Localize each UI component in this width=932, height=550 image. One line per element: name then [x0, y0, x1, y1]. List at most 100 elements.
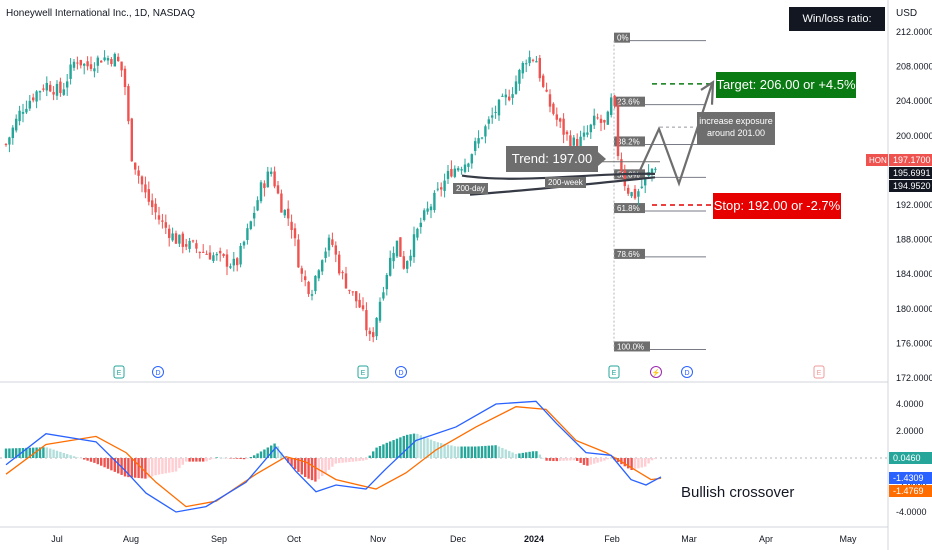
candle-body — [290, 221, 293, 231]
candle-body — [545, 89, 548, 92]
macd-histogram-bar — [259, 451, 263, 458]
candle-body — [293, 228, 297, 239]
macd-tag-value: -1.4309 — [893, 473, 924, 483]
trend-label: Trend: 197.00 — [506, 146, 598, 172]
macd-histogram-bar — [297, 458, 300, 472]
candle-body — [55, 83, 59, 96]
candle-body — [637, 191, 640, 197]
candle-body — [446, 170, 450, 179]
candle-body — [334, 245, 337, 255]
macd-histogram-bar — [21, 447, 25, 458]
candle-body — [542, 75, 545, 87]
candle-body — [310, 294, 314, 296]
candle-body — [395, 240, 399, 257]
candle-body — [171, 233, 174, 241]
macd-histogram-bar — [586, 458, 589, 466]
candle-body — [514, 81, 518, 94]
candle-body — [270, 171, 273, 174]
macd-tick-label: 2.0000 — [896, 426, 924, 436]
macd-histogram-bar — [531, 451, 535, 458]
macd-histogram-bar — [229, 458, 232, 459]
candle-body — [576, 138, 579, 149]
candle-body — [157, 215, 161, 220]
candle-body — [21, 112, 25, 114]
stop-label: Stop: 192.00 or -2.7% — [713, 193, 841, 219]
candle-body — [365, 310, 368, 331]
fib-label: 23.6% — [617, 98, 640, 107]
candle-body — [276, 185, 280, 194]
earnings-marker-box — [813, 365, 825, 379]
target-label: Target: 206.00 or +4.5% — [716, 72, 856, 98]
candle-body — [8, 137, 11, 145]
candle-body — [72, 61, 76, 68]
macd-histogram-bar — [69, 455, 72, 458]
candle-body — [239, 245, 242, 265]
price-tick-label: 208.0000 — [896, 62, 932, 72]
candle-body — [215, 254, 218, 256]
macd-histogram-bar — [280, 452, 283, 458]
candle-body — [266, 171, 269, 188]
candle-body — [627, 187, 630, 194]
candle-body — [484, 126, 487, 137]
candle-body — [229, 266, 232, 268]
candle-body — [355, 291, 358, 302]
macd-histogram-bar — [100, 458, 103, 466]
price-tag-value: 197.1700 — [893, 155, 931, 165]
candle-body — [440, 187, 443, 190]
macd-histogram-bar — [287, 458, 290, 463]
event-marker-circle — [681, 366, 693, 378]
macd-histogram-bar — [358, 458, 361, 462]
candle-body — [103, 57, 106, 61]
candle-body — [399, 237, 402, 257]
macd-histogram-bar — [338, 458, 341, 464]
candle-body — [208, 252, 212, 260]
macd-histogram-bar — [15, 448, 18, 458]
candle-body — [89, 64, 93, 69]
macd-layer — [4, 400, 662, 513]
candle-body — [161, 220, 164, 222]
macd-histogram-bar — [535, 451, 538, 458]
candle-body — [654, 168, 657, 170]
candle-body — [358, 299, 361, 308]
macd-histogram-bar — [134, 458, 137, 478]
signal-line — [5, 406, 662, 508]
fib-label: 78.6% — [617, 250, 640, 259]
time-tick-label: 2024 — [524, 534, 544, 544]
candle-body — [538, 58, 541, 79]
macd-histogram-bar — [222, 457, 225, 459]
macd-histogram-bar — [429, 439, 433, 458]
candle-body — [385, 275, 388, 290]
time-tick-label: Oct — [287, 534, 302, 544]
macd-histogram-bar — [52, 449, 55, 458]
candle-body — [491, 115, 494, 118]
exposure-line-2: around 201.00 — [706, 128, 766, 138]
macd-histogram-bar — [106, 458, 110, 469]
event-marker-circle — [650, 366, 662, 378]
candle-body — [304, 276, 307, 281]
candle-body — [470, 154, 473, 164]
candle-body — [212, 255, 215, 261]
candle-body — [59, 81, 62, 94]
candle-body — [52, 91, 55, 95]
macd-histogram-bar — [446, 444, 450, 458]
candle-body — [344, 273, 348, 289]
candle-body — [378, 301, 382, 321]
macd-histogram-bar — [45, 447, 48, 458]
candle-body — [191, 240, 195, 242]
time-tick-label: Sep — [211, 534, 227, 544]
candle-body — [246, 228, 249, 241]
candle-body — [423, 210, 426, 221]
candle-body — [508, 96, 511, 101]
macd-histogram-bar — [480, 446, 484, 458]
candle-body — [480, 137, 484, 139]
macd-histogram-bar — [300, 458, 303, 475]
macd-histogram-bar — [127, 458, 130, 478]
candle-body — [351, 291, 354, 293]
candle-body — [205, 253, 208, 255]
candle-body — [630, 192, 633, 197]
currency-label[interactable]: USD — [896, 8, 918, 19]
macd-histogram-bar — [596, 458, 599, 463]
macd-histogram-bar — [382, 444, 385, 458]
candle-body — [596, 117, 599, 119]
candle-body — [331, 239, 334, 245]
